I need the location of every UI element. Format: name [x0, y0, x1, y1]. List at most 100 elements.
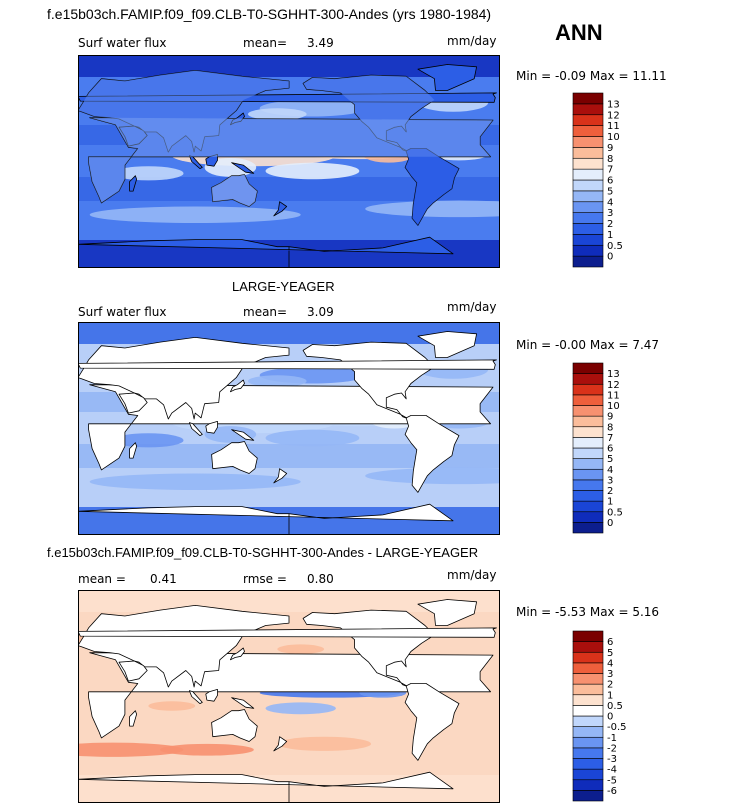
panel1-mean-value: 3.49: [307, 36, 334, 50]
land-britain: [78, 627, 497, 638]
land-field-australia: [211, 174, 258, 207]
colorbar-tick-label: 0: [607, 712, 613, 723]
colorbar-tick-label: 4: [607, 658, 613, 669]
colorbar-tick-label: -4: [607, 765, 617, 776]
colorbar-tick-label: -3: [607, 754, 617, 765]
land-field-namerica: [303, 75, 435, 152]
colorbar-tick-label: 10: [607, 132, 620, 143]
colorbar-swatch: [572, 673, 604, 685]
colorbar-tick-label: 4: [607, 465, 613, 476]
colorbar-swatch: [572, 736, 604, 749]
colorbar-swatch: [572, 511, 604, 523]
colorbar-swatch: [572, 662, 604, 674]
colorbar-tick-label: 8: [607, 422, 613, 433]
colorbar-swatch: [572, 705, 604, 717]
colorbar-tick-label: 3: [607, 208, 613, 219]
land-japan: [229, 379, 245, 393]
field-contour: [365, 200, 500, 218]
colorbar-swatch: [572, 779, 604, 791]
land-field-eurasia: [78, 70, 289, 152]
land-borneo: [205, 154, 218, 167]
land-madagascar: [129, 710, 137, 727]
land-field-africa: [88, 117, 493, 203]
land-borneo: [205, 421, 218, 434]
panel1-mean-label: mean=: [243, 36, 288, 50]
field-contour: [204, 426, 257, 443]
colorbar-tick-label: 5: [607, 186, 613, 197]
colorbar-swatch: [572, 103, 604, 116]
land-field-samerica: [405, 148, 459, 226]
colorbar-tick-label: 5: [607, 454, 613, 465]
colorbar-swatch: [572, 447, 604, 459]
colorbar-swatch: [572, 255, 604, 268]
colorbar-swatch: [572, 651, 604, 664]
panel3-title: f.e15b03ch.FAMIP.f09_f09.CLB-T0-SGHHT-30…: [47, 545, 479, 560]
colorbar-swatch: [572, 201, 604, 213]
panel1-field-label: Surf water flux: [78, 36, 167, 50]
colorbar-tick-label: -2: [607, 743, 617, 754]
colorbar-swatch: [572, 168, 604, 181]
field-contour: [247, 108, 307, 121]
colorbar-swatch: [572, 437, 604, 449]
panel3-rmse-value: 0.80: [307, 572, 334, 586]
colorbar-swatch: [572, 362, 604, 374]
polar-band-north: [78, 590, 500, 612]
colorbar-swatch: [572, 468, 604, 481]
colorbar-swatch: [572, 768, 604, 781]
colorbar-tick-label: 1: [607, 230, 613, 241]
land-madagascar: [129, 442, 137, 459]
colorbar-swatch: [572, 212, 604, 224]
colorbar-swatch: [572, 92, 604, 105]
colorbar-tick-label: 7: [607, 165, 613, 176]
land-arabia: [118, 125, 148, 147]
land-australia: [211, 174, 258, 207]
colorbar-tick-label: 0.5: [607, 241, 623, 252]
colorbar-tick-label: 0: [607, 518, 613, 529]
colorbar-swatch: [572, 630, 604, 642]
colorbar-tick-label: -0.5: [607, 722, 627, 733]
land-australia: [211, 441, 258, 474]
colorbar-swatch: [572, 234, 604, 246]
field-contour: [247, 375, 307, 388]
field-contour: [265, 702, 336, 715]
colorbar-swatch: [572, 715, 604, 727]
panel3-mean-value: 0.41: [150, 572, 177, 586]
colorbar-tick-label: -6: [607, 786, 617, 797]
panel3-map: [78, 590, 500, 803]
panel2-field-label: Surf water flux: [78, 305, 167, 319]
colorbar-swatch: [572, 641, 604, 653]
season-label: ANN: [555, 20, 603, 45]
colorbar-tick-label: 8: [607, 154, 613, 165]
land-nz: [273, 468, 288, 484]
land-nz: [273, 201, 288, 217]
panel3-min-max: Min = -5.53 Max = 5.16: [516, 605, 660, 619]
land-madagascar: [129, 175, 137, 192]
colorbar-swatch: [572, 694, 604, 706]
colorbar-swatch: [572, 394, 604, 406]
colorbar-tick-label: 0: [607, 252, 613, 263]
colorbar-swatch: [572, 223, 604, 235]
colorbar-swatch: [572, 125, 604, 137]
land-samerica: [404, 415, 460, 493]
colorbar-swatch: [572, 136, 604, 148]
panel1-map: [78, 55, 500, 268]
colorbar-swatch: [572, 726, 604, 738]
colorbar-tick-label: 11: [607, 121, 620, 132]
colorbar-swatch: [572, 157, 604, 170]
field-contour: [113, 433, 184, 448]
land-newguinea: [231, 429, 255, 441]
panel2-map: [78, 322, 500, 535]
map-frame: [78, 322, 500, 535]
colorbar-swatch: [572, 405, 604, 417]
panel1-units: mm/day: [447, 34, 497, 48]
polar-band-north: [78, 55, 500, 77]
colorbar-tick-label: 13: [607, 99, 620, 110]
colorbar-swatch: [572, 114, 604, 126]
colorbar-swatch: [572, 415, 604, 428]
land-antarctica: [78, 236, 454, 268]
land-antarctica: [78, 771, 454, 803]
colorbar-tick-label: 5: [607, 648, 613, 659]
